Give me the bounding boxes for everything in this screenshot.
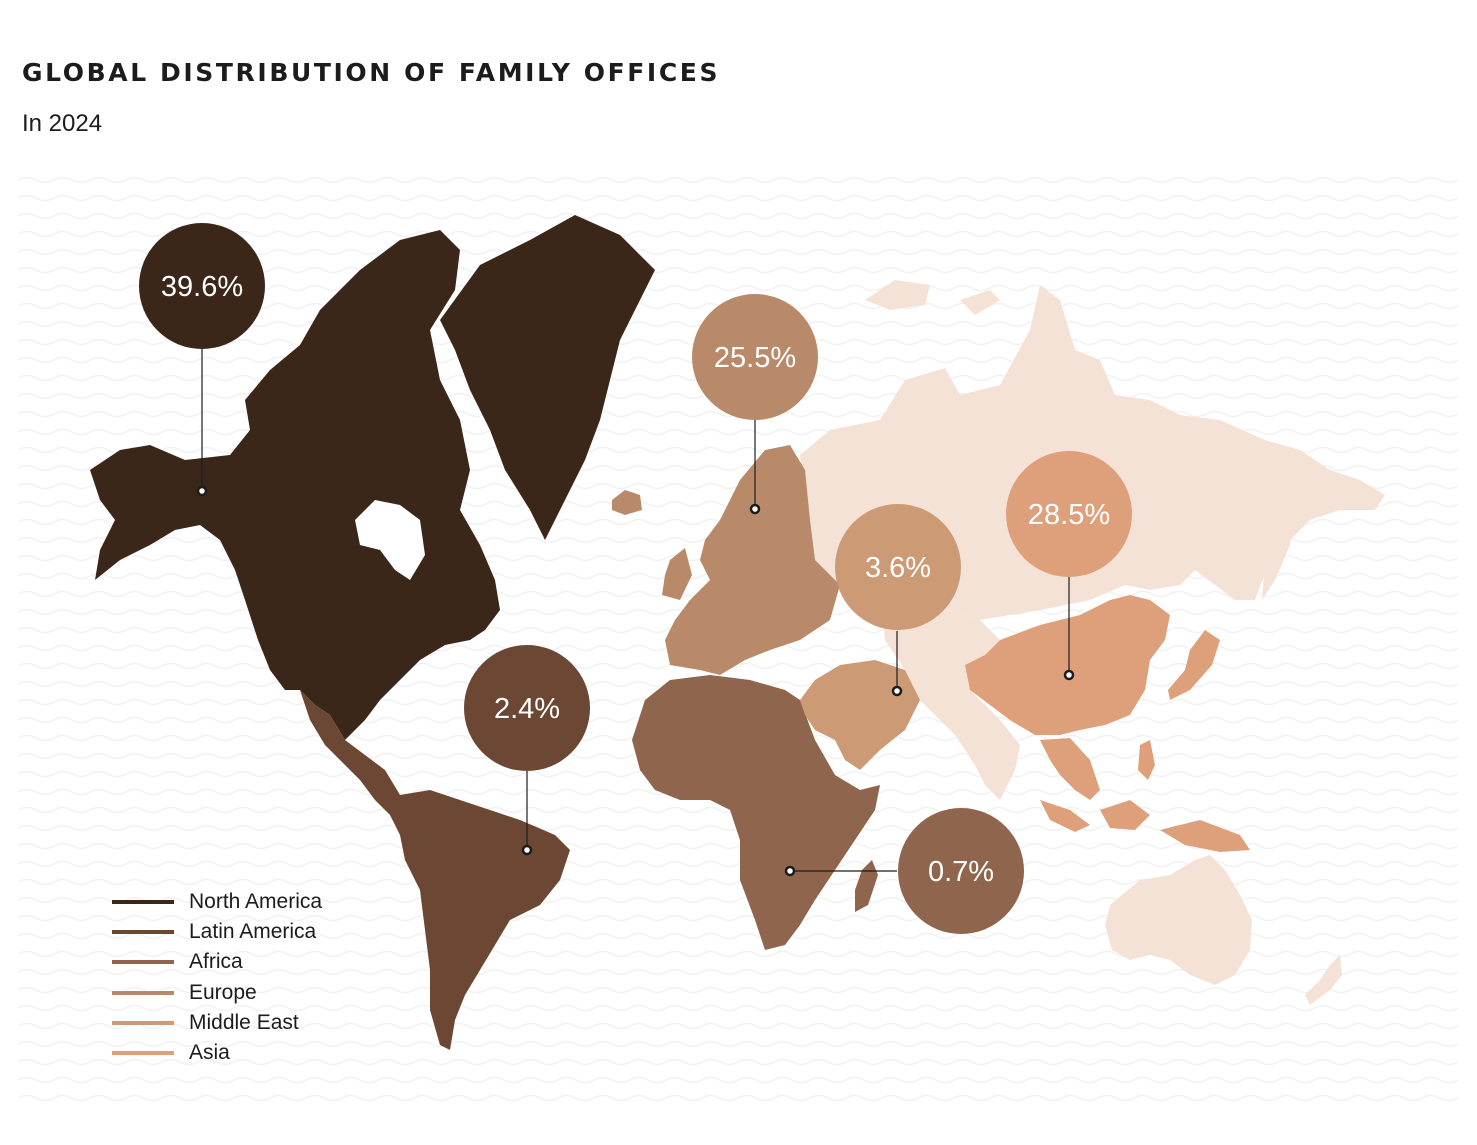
bubble-north-america: 39.6% <box>139 223 265 349</box>
bubble-africa: 0.7% <box>898 808 1024 934</box>
marker-latin-america <box>521 844 533 856</box>
land-new-zealand <box>1305 955 1342 1005</box>
wave-line <box>17 860 1459 868</box>
bubble-label-asia: 28.5% <box>1028 499 1110 531</box>
land-iceland <box>612 490 642 515</box>
land-north-america <box>90 230 500 740</box>
wave-line <box>17 194 1459 202</box>
land-madagascar <box>855 860 878 912</box>
land-africa <box>632 675 880 950</box>
land-philippines <box>1138 740 1155 780</box>
wave-line <box>17 1004 1459 1012</box>
marker-europe <box>749 503 761 515</box>
wave-line <box>17 212 1459 220</box>
wave-line <box>17 662 1459 670</box>
wave-line <box>17 878 1459 886</box>
bubble-label-europe: 25.5% <box>714 342 796 374</box>
land-kamchatka <box>1262 515 1295 600</box>
wave-line <box>17 230 1459 238</box>
wave-line <box>17 248 1459 256</box>
wave-line <box>17 1076 1459 1084</box>
legend-item-africa: Africa <box>112 947 322 977</box>
legend-label: Middle East <box>189 1010 299 1034</box>
legend-label: Europe <box>189 980 257 1004</box>
land-japan <box>1168 630 1220 700</box>
bubble-asia: 28.5% <box>1006 451 1132 577</box>
bubble-label-north-america: 39.6% <box>161 271 243 303</box>
legend-swatch <box>112 930 174 935</box>
marker-middle-east <box>891 685 903 697</box>
value-bubbles: 39.6% 2.4% 0.7% 25.5% 3.6% 28.5% <box>139 223 1132 934</box>
legend: North America Latin America Africa Europ… <box>112 887 322 1068</box>
legend-label: North America <box>189 890 323 914</box>
legend-label: Africa <box>189 950 243 974</box>
legend-swatch <box>112 900 174 905</box>
legend-item-asia: Asia <box>112 1038 322 1068</box>
legend-swatch <box>112 1051 174 1056</box>
marker-points <box>196 485 1075 877</box>
marker-north-america <box>196 485 208 497</box>
legend-item-north-america: North America <box>112 887 322 917</box>
legend-label: Asia <box>189 1041 230 1065</box>
land-indonesia <box>1040 800 1250 852</box>
bubble-europe: 25.5% <box>692 294 818 420</box>
land-arctic-islands <box>865 280 1000 315</box>
wave-line <box>17 1040 1459 1048</box>
bubble-label-middle-east: 3.6% <box>865 552 931 584</box>
wave-line <box>17 986 1459 994</box>
legend-label: Latin America <box>189 920 317 944</box>
wave-line <box>17 1022 1459 1030</box>
bubble-latin-america: 2.4% <box>464 645 590 771</box>
bubble-middle-east: 3.6% <box>835 504 961 630</box>
land-southeast-asia <box>1040 738 1100 800</box>
bubble-label-africa: 0.7% <box>928 856 994 888</box>
wave-line <box>17 176 1459 184</box>
land-latin-america <box>300 690 570 1050</box>
land-china <box>965 595 1170 735</box>
hudson-bay <box>355 500 425 580</box>
legend-item-middle-east: Middle East <box>112 1008 322 1038</box>
legend-swatch <box>112 960 174 965</box>
wave-line <box>17 1058 1459 1066</box>
map-title: GLOBAL DISTRIBUTION OF FAMILY OFFICES <box>22 58 721 87</box>
land-australia <box>1105 855 1252 985</box>
map-subtitle: In 2024 <box>22 110 103 137</box>
legend-swatch <box>112 1020 174 1025</box>
legend-swatch <box>112 990 174 995</box>
marker-asia <box>1063 669 1075 681</box>
land-middle-east <box>800 660 920 770</box>
wave-line <box>17 1094 1459 1102</box>
land-uk <box>662 548 692 600</box>
bubble-label-latin-america: 2.4% <box>494 693 560 725</box>
connector-lines <box>201 349 1070 872</box>
legend-item-europe: Europe <box>112 978 322 1008</box>
land-central-south-asia <box>880 600 1020 800</box>
land-europe <box>665 445 840 675</box>
land-greenland <box>440 215 655 540</box>
legend-item-latin-america: Latin America <box>112 917 322 947</box>
marker-africa <box>784 865 796 877</box>
